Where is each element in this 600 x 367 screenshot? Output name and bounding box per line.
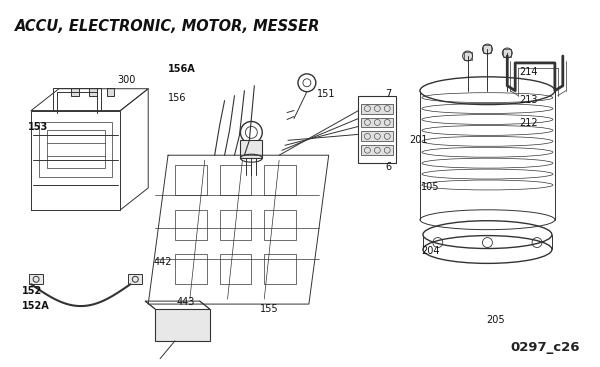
Bar	[175, 254, 207, 284]
Bar	[128, 274, 142, 284]
Bar	[264, 254, 296, 284]
Text: 153: 153	[28, 122, 49, 132]
Bar	[107, 88, 115, 96]
Bar	[361, 145, 393, 155]
Bar	[241, 140, 262, 158]
Bar	[484, 45, 491, 53]
Circle shape	[463, 51, 473, 61]
Text: 442: 442	[153, 257, 172, 267]
Text: 152A: 152A	[22, 301, 50, 310]
Text: 205: 205	[487, 315, 505, 325]
Text: 155: 155	[260, 304, 279, 314]
Bar	[175, 165, 207, 195]
Bar	[155, 309, 209, 341]
Text: 443: 443	[177, 297, 196, 307]
Bar	[264, 210, 296, 240]
Bar	[47, 130, 104, 168]
Circle shape	[482, 44, 493, 54]
Text: 156: 156	[168, 93, 187, 103]
Text: 151: 151	[317, 89, 335, 99]
Bar	[361, 131, 393, 141]
Text: ACCU, ELECTRONIC, MOTOR, MESSER: ACCU, ELECTRONIC, MOTOR, MESSER	[15, 19, 320, 34]
Text: 0297_c26: 0297_c26	[510, 341, 580, 354]
Text: 300: 300	[118, 75, 136, 85]
Bar	[175, 210, 207, 240]
Text: 152: 152	[22, 286, 43, 296]
Bar	[71, 88, 79, 96]
Text: 6: 6	[385, 162, 391, 172]
Text: 201: 201	[409, 135, 428, 145]
Bar	[361, 103, 393, 113]
Text: 156A: 156A	[168, 64, 196, 74]
Bar	[220, 254, 251, 284]
Bar	[464, 52, 472, 60]
Bar	[361, 117, 393, 127]
Bar	[29, 274, 43, 284]
Bar	[503, 49, 511, 57]
Bar	[89, 88, 97, 96]
Bar	[39, 123, 112, 177]
Bar	[358, 96, 396, 163]
Text: 7: 7	[385, 89, 392, 99]
Bar	[220, 165, 251, 195]
Text: 213: 213	[519, 95, 538, 105]
Text: 212: 212	[519, 119, 538, 128]
Text: 105: 105	[421, 182, 439, 192]
Bar	[264, 165, 296, 195]
Circle shape	[502, 48, 512, 58]
Text: 204: 204	[421, 246, 439, 256]
Text: 214: 214	[519, 68, 538, 77]
Bar	[220, 210, 251, 240]
